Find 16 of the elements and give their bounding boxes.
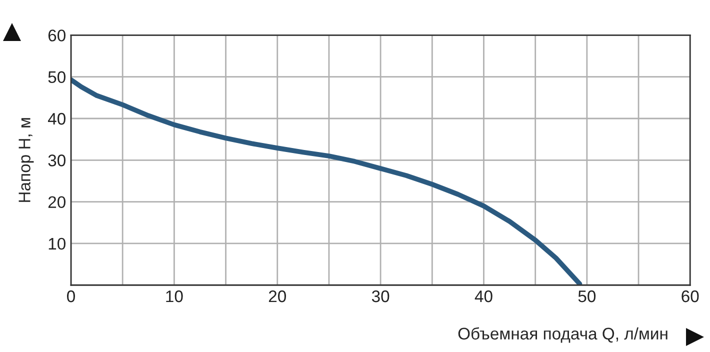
line-series	[71, 77, 582, 286]
x-tick-label: 0	[67, 290, 75, 302]
y-axis-title: Напор H, м	[18, 118, 34, 202]
x-tick-label: 60	[682, 290, 699, 302]
y-tick-label: 30	[48, 154, 66, 166]
x-tick-label: 20	[268, 290, 286, 302]
x-axis-title: Объемная подача Q, л/мин	[458, 327, 668, 343]
y-tick-label: 20	[48, 196, 66, 208]
x-tick-label: 50	[578, 290, 596, 302]
y-tick-label: 10	[48, 238, 66, 250]
y-tick-label: 50	[48, 71, 66, 84]
x-tick-label: 30	[372, 290, 390, 302]
y-tick-label: 60	[48, 30, 66, 42]
x-tick-label: 10	[166, 290, 183, 302]
x-tick-label: 40	[474, 290, 492, 302]
y-tick-label: 40	[48, 112, 66, 125]
